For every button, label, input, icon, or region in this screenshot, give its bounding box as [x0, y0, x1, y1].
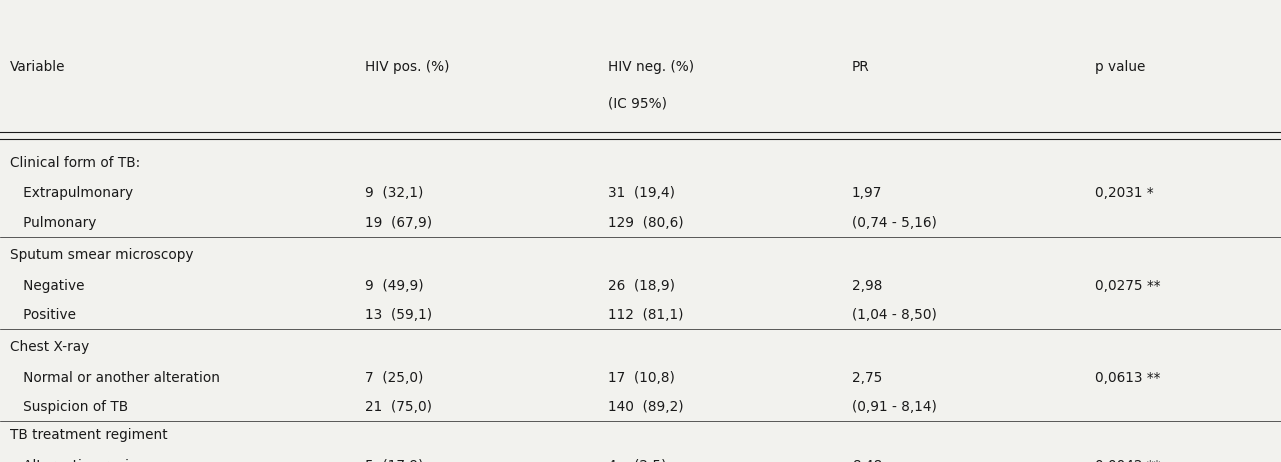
Text: Negative: Negative — [10, 279, 85, 292]
Text: TB treatment regiment: TB treatment regiment — [10, 428, 168, 442]
Text: 2,98: 2,98 — [852, 279, 883, 292]
Text: Suspicion of TB: Suspicion of TB — [10, 401, 128, 414]
Text: Alternative regimen: Alternative regimen — [10, 459, 160, 462]
Text: Normal or another alteration: Normal or another alteration — [10, 371, 220, 385]
Text: 9  (49,9): 9 (49,9) — [365, 279, 424, 292]
Text: 0,2031 *: 0,2031 * — [1095, 186, 1154, 200]
Text: 5  (17,9): 5 (17,9) — [365, 459, 424, 462]
Text: (IC 95%): (IC 95%) — [608, 97, 667, 111]
Text: 9  (32,1): 9 (32,1) — [365, 186, 424, 200]
Text: 0,0275 **: 0,0275 ** — [1095, 279, 1161, 292]
Text: HIV neg. (%): HIV neg. (%) — [608, 60, 694, 74]
Text: 0,0042 **: 0,0042 ** — [1095, 459, 1161, 462]
Text: 26  (18,9): 26 (18,9) — [608, 279, 675, 292]
Text: Pulmonary: Pulmonary — [10, 216, 96, 230]
Text: 17  (10,8): 17 (10,8) — [608, 371, 675, 385]
Text: 112  (81,1): 112 (81,1) — [608, 308, 684, 322]
Text: (0,91 - 8,14): (0,91 - 8,14) — [852, 401, 936, 414]
Text: (0,74 - 5,16): (0,74 - 5,16) — [852, 216, 936, 230]
Text: HIV pos. (%): HIV pos. (%) — [365, 60, 450, 74]
Text: 129  (80,6): 129 (80,6) — [608, 216, 684, 230]
Text: 31  (19,4): 31 (19,4) — [608, 186, 675, 200]
Text: Chest X-ray: Chest X-ray — [10, 340, 90, 354]
Text: Sputum smear microscopy: Sputum smear microscopy — [10, 248, 193, 262]
Text: 0,0613 **: 0,0613 ** — [1095, 371, 1161, 385]
Text: Clinical form of TB:: Clinical form of TB: — [10, 156, 141, 170]
Text: Extrapulmonary: Extrapulmonary — [10, 186, 133, 200]
Text: 140  (89,2): 140 (89,2) — [608, 401, 684, 414]
Text: 19  (67,9): 19 (67,9) — [365, 216, 432, 230]
Text: PR: PR — [852, 60, 870, 74]
Text: 4    (2,5): 4 (2,5) — [608, 459, 667, 462]
Text: 7  (25,0): 7 (25,0) — [365, 371, 424, 385]
Text: (1,04 - 8,50): (1,04 - 8,50) — [852, 308, 936, 322]
Text: 21  (75,0): 21 (75,0) — [365, 401, 432, 414]
Text: Variable: Variable — [10, 60, 65, 74]
Text: 1,97: 1,97 — [852, 186, 883, 200]
Text: p value: p value — [1095, 60, 1145, 74]
Text: Positive: Positive — [10, 308, 77, 322]
Text: 13  (59,1): 13 (59,1) — [365, 308, 432, 322]
Text: 2,75: 2,75 — [852, 371, 883, 385]
Text: 8,48: 8,48 — [852, 459, 883, 462]
